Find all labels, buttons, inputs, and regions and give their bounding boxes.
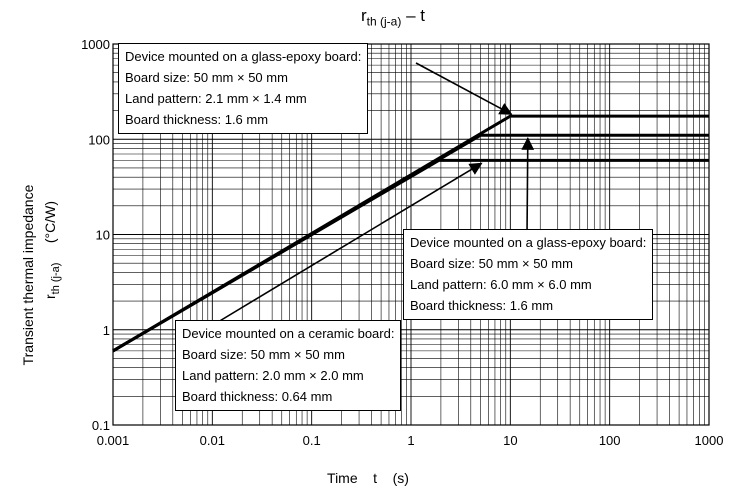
annotation-ceramic: Device mounted on a ceramic board: Board… — [175, 320, 402, 411]
y-tick-label: 0.1 — [92, 418, 110, 433]
annotation-arrow-3 — [217, 162, 483, 323]
annotation-glass-epoxy-6x6: Device mounted on a glass-epoxy board: B… — [403, 229, 654, 320]
x-tick-label: 0.001 — [97, 433, 130, 448]
x-tick-label: 0.01 — [200, 433, 225, 448]
x-tick-label: 0.1 — [303, 433, 321, 448]
annotation-arrows — [217, 62, 535, 323]
chart-title: rth (j-a) – t — [361, 6, 425, 29]
y-axis-symbol: rth (j-a) (°C/W) — [42, 200, 62, 300]
series-group — [112, 114, 709, 353]
y-tick-label: 1 — [103, 323, 110, 338]
y-tick-labels: 0.1 1 10 100 1000 — [81, 37, 110, 433]
y-tick-label: 1000 — [81, 37, 110, 52]
series-line-3 — [112, 158, 709, 353]
annotation-arrow-1 — [415, 62, 513, 115]
annotation-glass-epoxy-2x1: Device mounted on a glass-epoxy board: B… — [118, 43, 369, 134]
x-tick-label: 100 — [599, 433, 621, 448]
x-tick-label: 10 — [503, 433, 517, 448]
x-tick-labels: 0.001 0.01 0.1 1 10 100 1000 — [97, 433, 724, 448]
y-tick-label: 10 — [96, 228, 110, 243]
y-tick-label: 100 — [88, 132, 110, 147]
y-axis-label: Transient thermal impedance rth (j-a) (°… — [20, 175, 62, 375]
x-tick-label: 1 — [407, 433, 414, 448]
x-tick-label: 1000 — [695, 433, 724, 448]
plot-frame — [112, 43, 710, 426]
annotation-arrow-2 — [521, 137, 535, 237]
x-axis-label: Time t (s) — [327, 470, 409, 486]
